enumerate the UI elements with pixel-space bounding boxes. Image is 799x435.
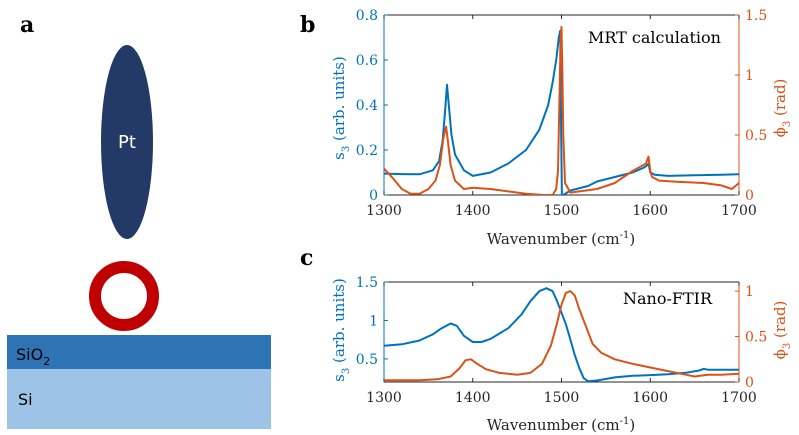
x-tick-label-c: 1700 (721, 390, 757, 406)
x-axis-label-b: Wavenumber (cm-1) (487, 230, 635, 248)
y-tick-label-right-b: 1 (745, 68, 754, 84)
panel-label-c: c (300, 245, 313, 271)
y-axis-label-right-c: ϕ3 (rad) (771, 301, 793, 360)
plot-area-c: 1300 1400 1500 1600 1700 0.5 1 1.5 0 0.5 1 (356, 275, 768, 406)
y-tick-label-left-b: 0.2 (356, 143, 378, 159)
x-tick-label-b: 1400 (455, 203, 491, 219)
series-line-phi3-c (384, 290, 739, 382)
y-axis-label-left-b: s3 (arb. units) (330, 56, 352, 160)
panel-label-a: a (20, 12, 34, 38)
x-axis-label-c: Wavenumber (cm-1) (487, 416, 635, 434)
sio2-label: SiO2 (16, 345, 50, 368)
y-axis-label-left-c: s3 (arb. units) (330, 278, 352, 382)
y-tick-label-right-b: 1.5 (745, 8, 767, 24)
y-tick-label-left-c: 0.5 (356, 352, 378, 368)
pt-label: Pt (118, 132, 136, 153)
si-label: Si (18, 390, 33, 409)
y-tick-label-left-b: 0.6 (356, 53, 378, 69)
y-tick-label-left-b: 0.8 (356, 8, 378, 24)
y-tick-label-left-b: 0.4 (356, 98, 378, 114)
y-tick-label-right-b: 0.5 (745, 128, 767, 144)
x-tick-label-c: 1600 (632, 390, 668, 406)
series-line-s3-b (384, 29, 739, 195)
nanoparticle-ring (89, 261, 159, 331)
y-tick-label-left-b: 0 (369, 188, 378, 204)
x-tick-label-b: 1300 (366, 203, 402, 219)
y-axis-label-right-b: ϕ3 (rad) (771, 79, 793, 138)
chart-panel-b: b 1300 1400 1500 1600 170000.20.40.60.800.51… (300, 8, 793, 248)
plot-area-b: 1300 1400 1500 1600 170000.20.40.60.800.511.… (356, 8, 768, 219)
y-tick-label-right-c: 0.5 (745, 330, 767, 346)
panel-label-b: b (300, 12, 315, 38)
y-tick-label-right-c: 1 (745, 284, 754, 300)
x-tick-label-c: 1400 (455, 390, 491, 406)
annotation-c: Nano-FTIR (623, 289, 713, 308)
x-tick-label-b: 1700 (721, 203, 757, 219)
schematic-panel: a Pt SiO2 Si (7, 12, 271, 429)
x-tick-label-c: 1300 (366, 390, 402, 406)
y-tick-label-right-b: 0 (745, 188, 754, 204)
y-tick-label-left-c: 1.5 (356, 275, 378, 291)
annotation-b: MRT calculation (588, 28, 721, 47)
y-tick-label-right-c: 0 (745, 375, 754, 391)
si-substrate (7, 369, 271, 429)
series-line-s3-c (384, 287, 739, 382)
series-line-phi3-b (384, 26, 739, 195)
y-tick-label-left-c: 1 (369, 313, 378, 329)
x-tick-label-b: 1600 (632, 203, 668, 219)
x-tick-label-c: 1500 (544, 390, 580, 406)
x-tick-label-b: 1500 (544, 203, 580, 219)
pt-tip (101, 45, 153, 239)
chart-panel-c: c 1300 1400 1500 1600 1700 0.5 1 1.5 0 0.5 1 Nano-… (300, 245, 793, 434)
sio2-layer (7, 335, 271, 369)
